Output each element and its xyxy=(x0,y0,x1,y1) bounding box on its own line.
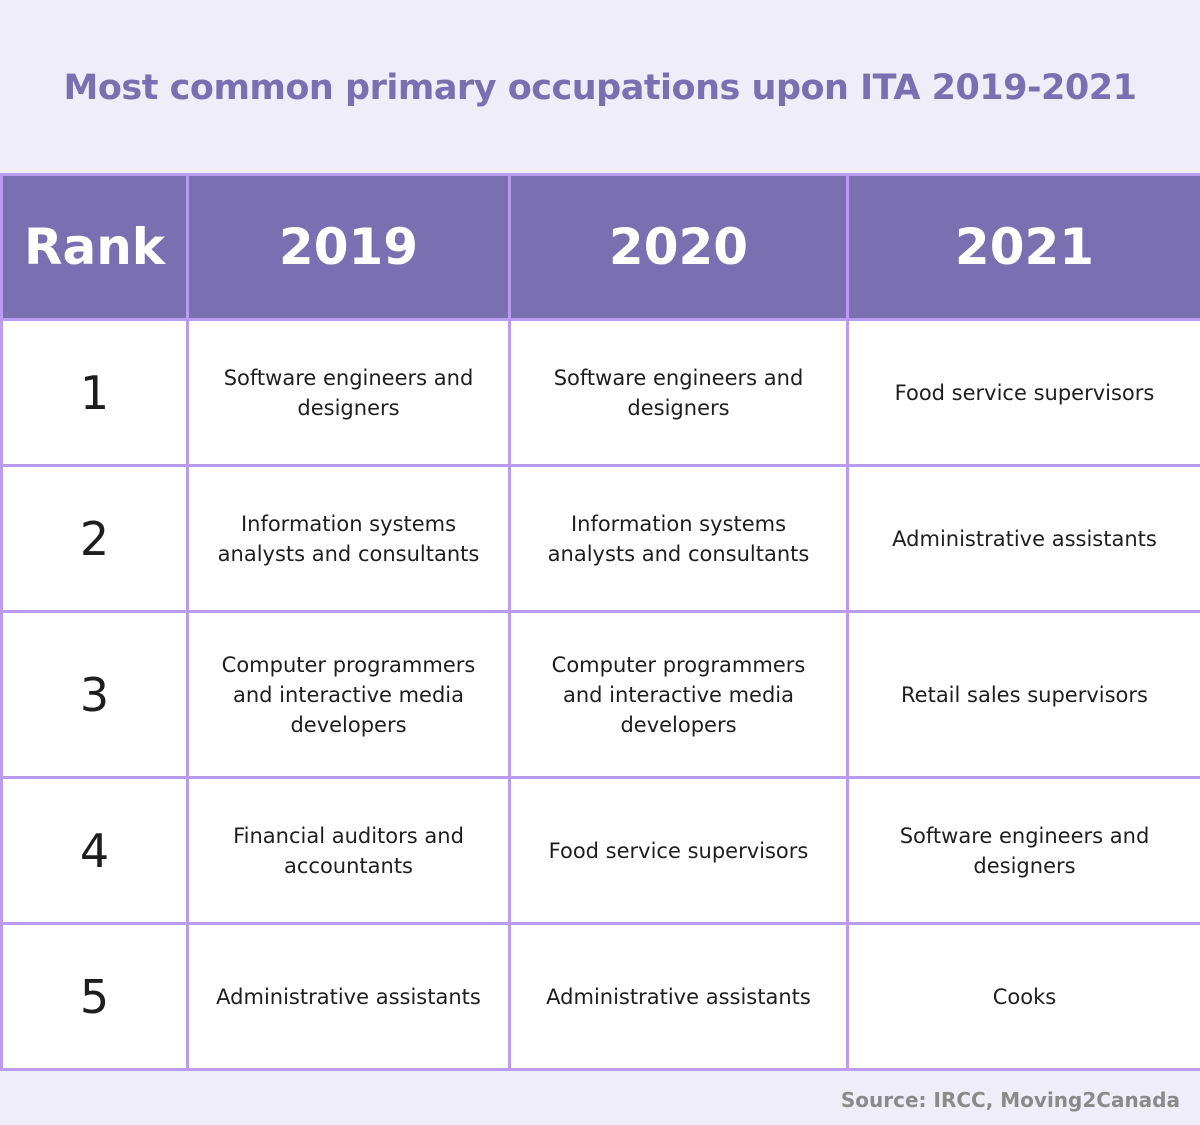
cell-text: Food service supervisors xyxy=(548,838,809,863)
cell-text: Administrative assistants xyxy=(546,984,811,1009)
table-row: 1 Software engineers and designers Softw… xyxy=(0,318,1200,467)
occupations-table: Rank 2019 2020 2021 1 Software engineers… xyxy=(0,173,1200,1071)
table-row: 2 Information systems analysts and consu… xyxy=(0,464,1200,613)
cell-2019: Information systems analysts and consult… xyxy=(186,464,511,613)
cell-text: Financial auditors and accountants xyxy=(233,823,464,878)
cell-2021: Retail sales supervisors xyxy=(846,610,1200,779)
header-row: Rank 2019 2020 2021 xyxy=(0,173,1200,321)
cell-2020: Information systems analysts and consult… xyxy=(508,464,849,613)
rank-cell: 1 xyxy=(0,318,189,467)
rank-cell: 5 xyxy=(0,922,189,1071)
cell-2020: Computer programmers and interactive med… xyxy=(508,610,849,779)
cell-2019: Financial auditors and accountants xyxy=(186,776,511,925)
cell-text: Computer programmers and interactive med… xyxy=(221,652,476,737)
cell-2020: Food service supervisors xyxy=(508,776,849,925)
cell-2019: Administrative assistants xyxy=(186,922,511,1071)
cell-text: Information systems analysts and consult… xyxy=(547,511,810,566)
cell-text: Administrative assistants xyxy=(216,984,481,1009)
cell-2019: Software engineers and designers xyxy=(186,318,511,467)
column-header-2019: 2019 xyxy=(186,173,511,321)
rank-cell: 4 xyxy=(0,776,189,925)
cell-2021: Food service supervisors xyxy=(846,318,1200,467)
table-row: 3 Computer programmers and interactive m… xyxy=(0,610,1200,779)
cell-2021: Software engineers and designers xyxy=(846,776,1200,925)
cell-text: Software engineers and designers xyxy=(553,365,804,420)
cell-2021: Administrative assistants xyxy=(846,464,1200,613)
cell-2020: Software engineers and designers xyxy=(508,318,849,467)
chart-title: Most common primary occupations upon ITA… xyxy=(63,68,1137,108)
rank-cell: 2 xyxy=(0,464,189,613)
column-header-2021: 2021 xyxy=(846,173,1200,321)
cell-2020: Administrative assistants xyxy=(508,922,849,1071)
table-row: 4 Financial auditors and accountants Foo… xyxy=(0,776,1200,925)
cell-text: Cooks xyxy=(992,984,1057,1009)
cell-text: Food service supervisors xyxy=(894,380,1155,405)
cell-text: Information systems analysts and consult… xyxy=(217,511,480,566)
column-header-2020: 2020 xyxy=(508,173,849,321)
cell-text: Computer programmers and interactive med… xyxy=(551,652,806,737)
rank-cell: 3 xyxy=(0,610,189,779)
cell-2019: Computer programmers and interactive med… xyxy=(186,610,511,779)
cell-text: Retail sales supervisors xyxy=(901,682,1148,707)
cell-text: Administrative assistants xyxy=(892,526,1157,551)
cell-text: Software engineers and designers xyxy=(899,823,1150,878)
table-row: 5 Administrative assistants Administrati… xyxy=(0,922,1200,1071)
cell-2021: Cooks xyxy=(846,922,1200,1071)
source-note: Source: IRCC, Moving2Canada xyxy=(840,1088,1180,1112)
column-header-rank: Rank xyxy=(0,173,189,321)
cell-text: Software engineers and designers xyxy=(223,365,474,420)
